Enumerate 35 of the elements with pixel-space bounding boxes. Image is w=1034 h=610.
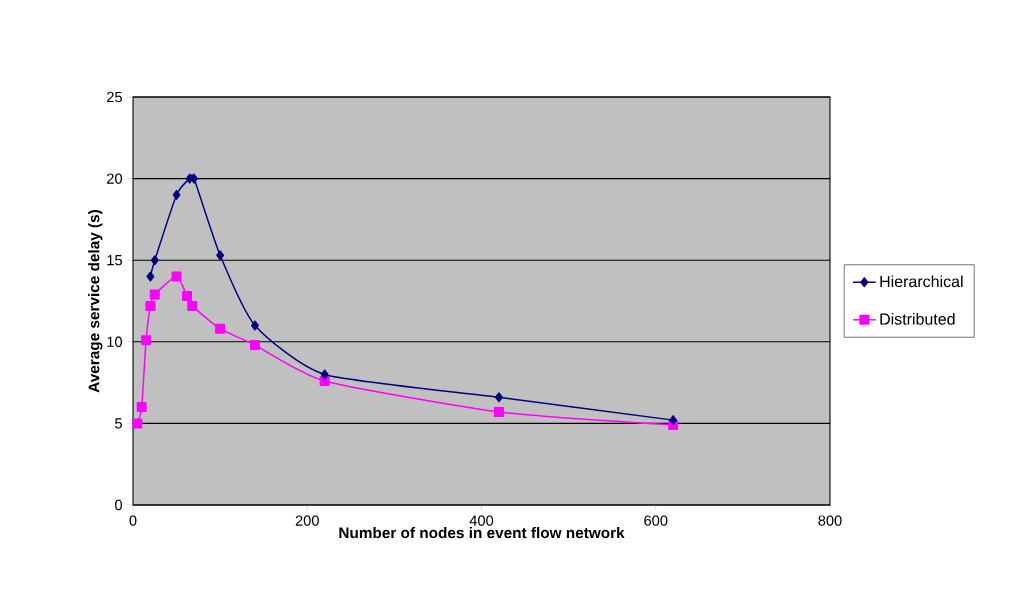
- x-tick-label: 0: [129, 515, 137, 526]
- point: [251, 320, 259, 331]
- point: [215, 323, 226, 334]
- y-tick-label: 0: [115, 499, 123, 511]
- legend-label: Distributed: [880, 313, 955, 325]
- y-tick-label: 5: [115, 418, 122, 429]
- point: [669, 415, 678, 426]
- point: [141, 335, 152, 346]
- point: [146, 271, 155, 282]
- point: [172, 189, 181, 200]
- x-tick-label: 400: [469, 515, 494, 526]
- point: [216, 250, 225, 261]
- y-tick-label: 20: [107, 173, 123, 184]
- point: [132, 418, 143, 429]
- x-tick-label: 800: [818, 515, 842, 526]
- point: [150, 255, 159, 266]
- x-tick-label: 200: [295, 515, 319, 526]
- y-tick-label: 25: [107, 91, 122, 103]
- point: [319, 375, 330, 386]
- point: [493, 406, 504, 417]
- point: [171, 271, 182, 282]
- y-tick-label: 15: [107, 255, 122, 266]
- x-tick-label: 600: [644, 515, 668, 526]
- x-axis-title: Number of nodes in event flow network: [339, 526, 625, 539]
- point: [320, 369, 329, 380]
- legend-label: Hierarchical: [880, 275, 963, 288]
- point: [149, 289, 160, 300]
- point: [187, 300, 198, 311]
- point: [494, 392, 503, 403]
- point: [182, 291, 193, 302]
- y-tick-label: 10: [107, 336, 123, 347]
- point: [136, 402, 147, 413]
- point: [145, 300, 156, 311]
- point: [249, 340, 260, 351]
- y-axis-title: Average service delay (s): [88, 210, 103, 393]
